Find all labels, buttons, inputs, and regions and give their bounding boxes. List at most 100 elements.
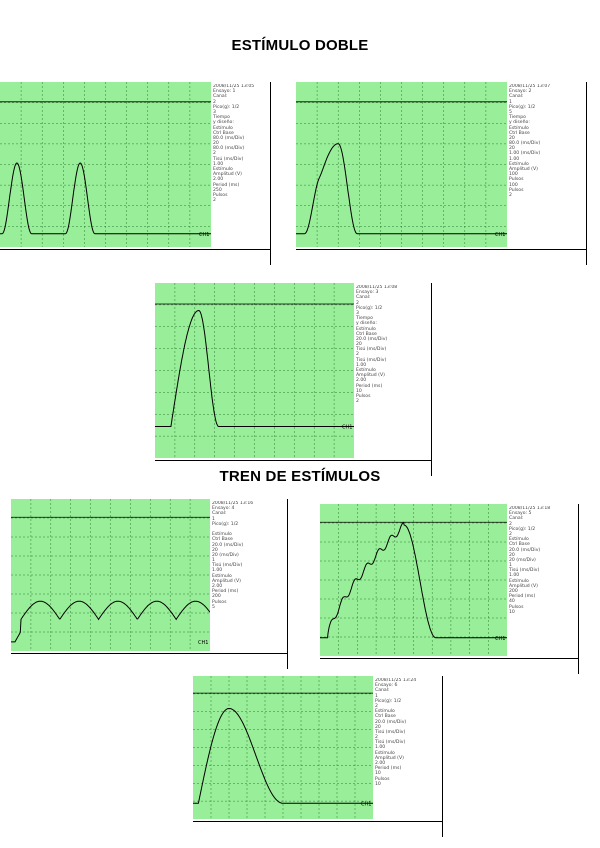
readout-line: Ctrl Base [212, 537, 233, 543]
readout-line: 100 [509, 172, 518, 178]
oscilloscope-panel-double-2: CH1 2008/11/25 13:07 Ensayo: 2 Canal: 1 Pico(… [296, 82, 587, 267]
readout-line: 10 [509, 609, 515, 615]
readout-line: Ensayo: 5 [509, 511, 532, 517]
readout-line: Pico(g): 1/2 [375, 698, 402, 704]
readout-line: Pulsos [213, 192, 228, 198]
readout-line: 20.0 (ms/Div) [212, 542, 244, 548]
readout-line: Canal: [356, 295, 371, 301]
readout-line: 3 [213, 109, 216, 115]
readout-line: 2 [356, 300, 359, 306]
panel-frame-edge [586, 82, 587, 265]
readout-line: Tisú (ms/Div) [375, 740, 406, 746]
readout-line: 20.0 (ms/Div) [375, 719, 407, 725]
readout-line: Pulsos [509, 187, 524, 193]
panel-frame-bottom [193, 821, 442, 822]
readout-line: Ctrl Base [509, 542, 530, 548]
readout-line: 2 [213, 99, 216, 105]
readout-line: Period (ms) [509, 594, 536, 600]
readout-line: 20.0 (ms/Div) [509, 547, 541, 553]
panel-frame-edge [287, 499, 288, 669]
readout-line: Tisú (ms/Div) [356, 357, 387, 363]
readout-line: Estímulo [375, 709, 395, 715]
readout-line: 2008/11/25 13:07 [509, 84, 551, 89]
readout-line: Ensayo: 4 [212, 506, 235, 512]
readout-line: 2008/11/25 13:16 [212, 501, 254, 506]
panel-frame-bottom [11, 653, 287, 654]
readout-line: y diseño: [509, 120, 530, 126]
readout-line: 20 [213, 141, 219, 147]
force-trace [193, 708, 373, 804]
readout-line: Estímulo [509, 578, 529, 584]
readout-line: Canal: [509, 516, 524, 522]
readout-line: 2.00 [356, 378, 367, 384]
readout-line: Estímulo [212, 573, 232, 579]
force-trace [296, 143, 507, 235]
panel-frame-edge [578, 504, 579, 674]
readout-line: 2 [375, 703, 378, 709]
readout-line: Estímulo [356, 368, 376, 373]
panel-frame-bottom [320, 658, 578, 659]
settings-readout: 2008/11/25 13:08 Ensayo: 3 Canal: 2 Pico(g):… [356, 285, 430, 456]
readout-line: Ctrl Base [356, 331, 377, 337]
readout-line: 20 [509, 146, 515, 152]
readout-line: 80.0 (ms/Div) [213, 135, 245, 141]
readout-line: Estímulo [509, 537, 529, 543]
readout-line: Ctrl Base [509, 130, 530, 136]
readout-line: y diseño: [356, 321, 377, 327]
oscilloscope-screen: CH1 [193, 676, 373, 819]
readout-line: 2.00 [212, 584, 223, 589]
readout-line: Pulsos [509, 604, 524, 610]
readout-line: Ensayo: 3 [356, 290, 379, 296]
readout-line: Canal: [212, 511, 227, 517]
readout-line: Pulsos [375, 776, 390, 782]
readout-line: Pulsos [356, 393, 371, 399]
force-trace [0, 162, 211, 235]
readout-line: 1.00 [212, 568, 223, 574]
readout-line: Amplitud (V) [509, 167, 538, 172]
readout-line: 2 [356, 399, 359, 405]
readout-line: 20 [509, 135, 515, 141]
readout-line: 10 [356, 388, 362, 394]
readout-line: 1.00 [356, 362, 367, 368]
readout-line: Pico(g): 1/2 [356, 305, 383, 311]
readout-line: 20 [375, 724, 381, 730]
readout-line: 3 [356, 310, 359, 316]
readout-line: Estímulo [509, 125, 529, 131]
panel-frame-edge [442, 676, 443, 837]
readout-line: 2008/11/25 13:24 [375, 678, 417, 683]
readout-line: Tisú (ms/Div) [356, 347, 387, 353]
settings-readout: 2008/11/25 13:18 Ensayo: 5 Canal: 2 Pico(g):… [509, 506, 577, 654]
oscilloscope-panel-train-1: CH1 2008/11/25 13:16 Ensayo: 4 Canal: 1 Pico(… [11, 499, 290, 677]
oscilloscope-screen: CH1 [11, 499, 210, 651]
channel-tag: CH1 [361, 801, 371, 807]
readout-line: 20 (ms/Div) [212, 552, 239, 558]
readout-line: 1.00 [213, 161, 224, 167]
panel-frame-bottom [296, 249, 586, 250]
readout-line: 2 [509, 192, 512, 198]
readout-line: 5 [212, 604, 215, 610]
readout-line: 2 [509, 531, 512, 537]
settings-readout: 2008/11/25 13:05 Ensayo: 1 Canal: 2 Pico(g):… [213, 84, 269, 245]
title-double-stimulus: ESTÍMULO DOBLE [231, 37, 369, 54]
readout-line: 2 [213, 151, 216, 157]
readout-line: 1.00 (ms/Div) [509, 151, 541, 157]
readout-line: Tisú (ms/Div) [212, 563, 243, 569]
readout-line: 1 [375, 693, 378, 699]
readout-line: 1 [509, 99, 512, 105]
readout-line: Ensayo: 2 [509, 89, 532, 95]
readout-line: Amplitud (V) [509, 583, 538, 589]
readout-line: Pico(g): 1/2 [212, 521, 239, 527]
settings-readout: 2008/11/25 13:16 Ensayo: 4 Canal: 1 Pico(g):… [212, 501, 286, 649]
oscilloscope-panel-train-3: CH1 2008/11/25 13:24 Ensayo: 6 Canal: 1 Pico(… [193, 676, 443, 837]
oscilloscope-screen: CH1 [296, 82, 507, 247]
readout-line: 2 [375, 735, 378, 741]
readout-line: 250 [213, 187, 222, 193]
oscilloscope-screen: CH1 [0, 82, 211, 247]
readout-line: 2008/11/25 13:08 [356, 285, 398, 290]
readout-line: 80.0 (ms/Div) [509, 141, 541, 147]
readout-line: Ensayo: 6 [375, 683, 398, 689]
readout-line: Canal: [509, 94, 524, 100]
readout-line: 1 [212, 558, 215, 564]
channel-tag: CH1 [199, 232, 209, 238]
settings-readout: 2008/11/25 13:24 Ensayo: 6 Canal: 1 Pico(g):… [375, 678, 441, 817]
